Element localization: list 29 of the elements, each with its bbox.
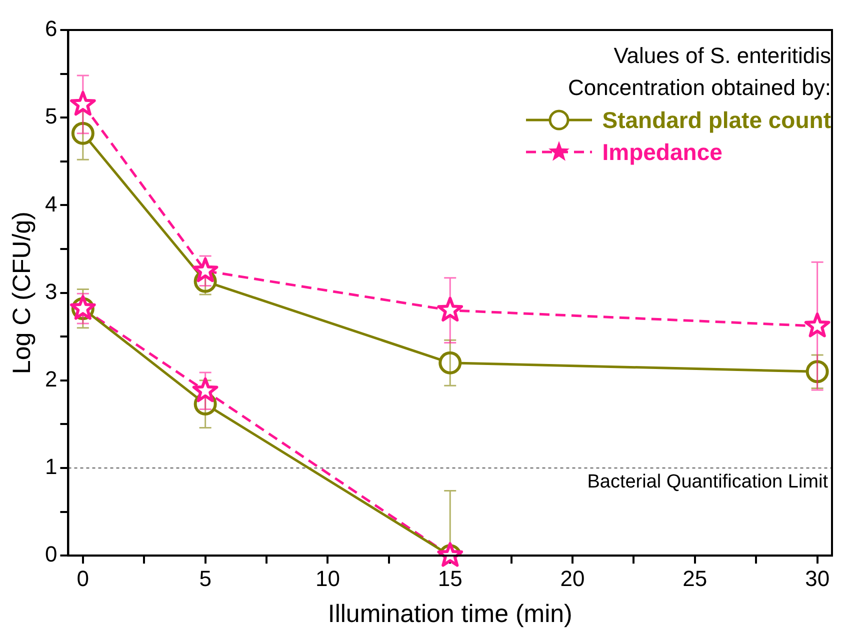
y-tick-label: 4 bbox=[44, 191, 58, 216]
y-tick-label: 6 bbox=[44, 16, 58, 42]
point bbox=[438, 351, 462, 374]
x-axis-title: Illumination time (min) bbox=[328, 600, 572, 628]
x-tick-label: 5 bbox=[199, 566, 212, 591]
x-tick-label: 20 bbox=[560, 566, 585, 591]
point bbox=[437, 542, 464, 567]
x-tick-label: 10 bbox=[315, 566, 340, 591]
y-tick-label: 0 bbox=[44, 542, 58, 567]
point bbox=[806, 360, 829, 384]
x-tick-label: 30 bbox=[805, 566, 830, 591]
y-tick-label: 5 bbox=[44, 104, 58, 129]
y-tick-label: 3 bbox=[44, 278, 58, 304]
x-tick-label: 25 bbox=[682, 566, 708, 591]
point bbox=[192, 257, 218, 282]
point bbox=[192, 377, 218, 402]
y-axis-title: Log C (CFU/g) bbox=[8, 212, 36, 374]
point bbox=[437, 296, 464, 322]
point bbox=[804, 312, 830, 338]
y-tick-label: 1 bbox=[44, 454, 58, 480]
legend-label: Standard plate count bbox=[602, 106, 831, 135]
point bbox=[71, 122, 94, 145]
legend-title: Values of S. enteritidis Concentration obtained by: bbox=[567, 42, 831, 102]
x-tick-label: 15 bbox=[438, 566, 462, 591]
y-tick-label: 2 bbox=[44, 366, 58, 392]
ref-line-label: Bacterial Quantification Limit bbox=[587, 472, 829, 493]
legend-label: Impedance bbox=[602, 138, 722, 167]
point bbox=[70, 90, 96, 116]
x-tick-label: 0 bbox=[76, 566, 90, 591]
